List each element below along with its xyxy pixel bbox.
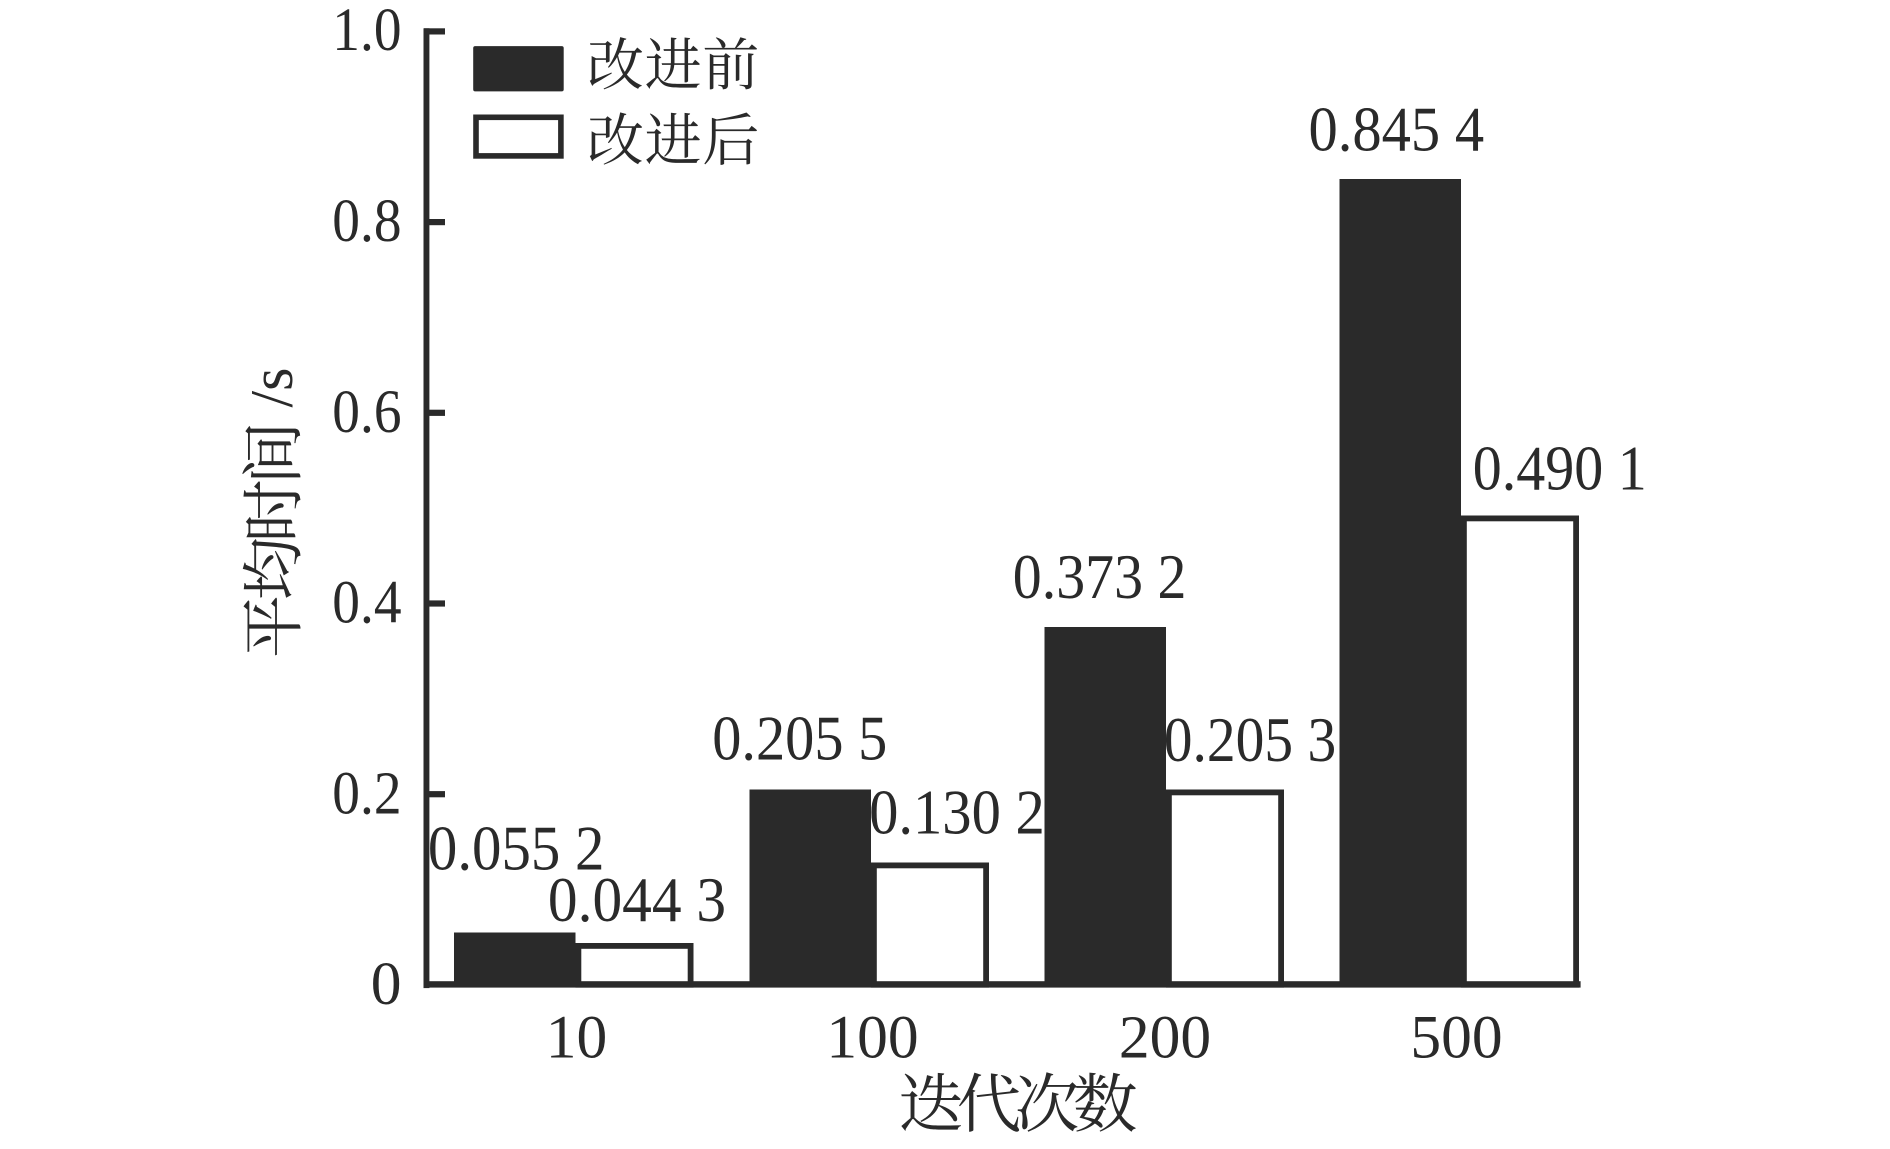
svg-text:0.044 3: 0.044 3 [548, 865, 726, 935]
svg-text:0.205 5: 0.205 5 [712, 704, 887, 774]
svg-text:0.490 1: 0.490 1 [1473, 434, 1647, 504]
svg-text:500: 500 [1410, 1004, 1502, 1072]
svg-text:0: 0 [371, 950, 402, 1018]
svg-text:0.845 4: 0.845 4 [1309, 94, 1485, 164]
svg-text:0.130 2: 0.130 2 [869, 778, 1045, 848]
svg-text:10: 10 [546, 1004, 608, 1072]
svg-text:0.8: 0.8 [332, 187, 401, 255]
svg-text:0.055 2: 0.055 2 [428, 813, 605, 883]
svg-text:200: 200 [1119, 1004, 1211, 1072]
svg-text:1.0: 1.0 [332, 0, 401, 64]
svg-text:/s: /s [239, 367, 305, 407]
svg-text:0.2: 0.2 [332, 759, 401, 827]
svg-text:0.205 3: 0.205 3 [1164, 705, 1336, 775]
svg-text:0.4: 0.4 [332, 569, 401, 637]
svg-text:0.6: 0.6 [332, 378, 401, 446]
svg-text:0.373 2: 0.373 2 [1013, 542, 1187, 612]
svg-text:100: 100 [826, 1004, 918, 1072]
